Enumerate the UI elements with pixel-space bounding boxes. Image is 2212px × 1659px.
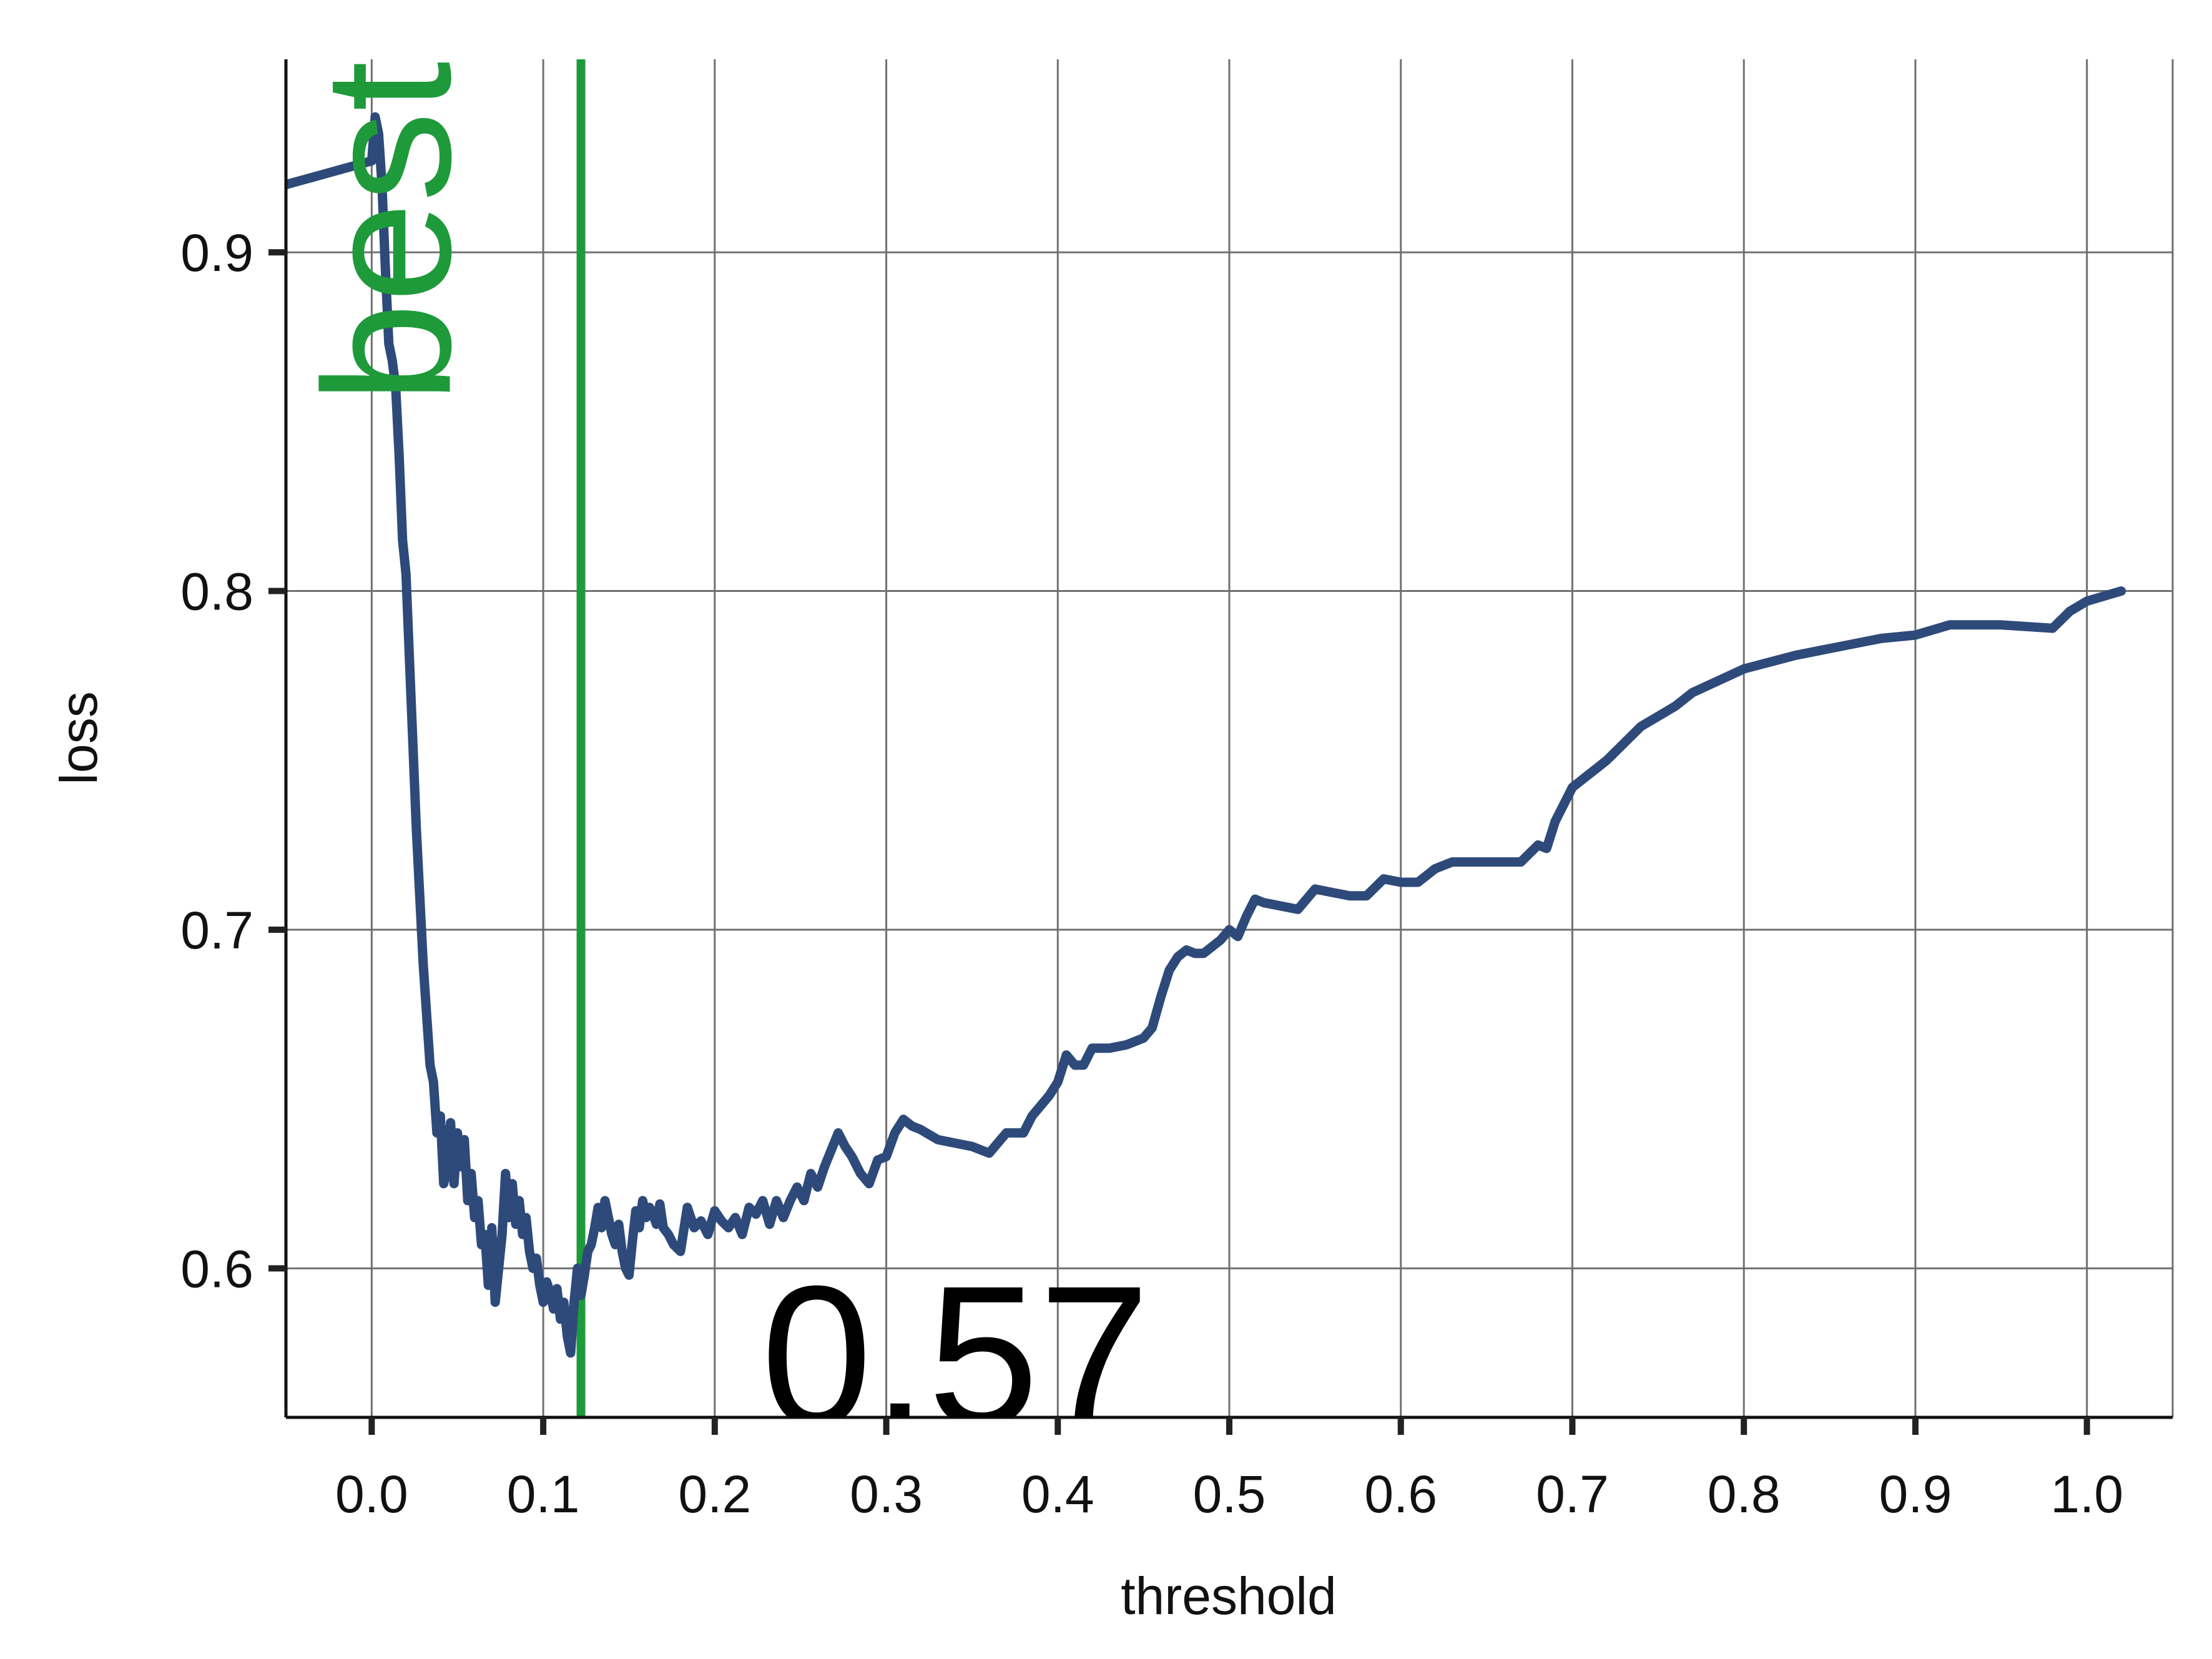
x-tick-label: 0.6 [1364,1465,1437,1524]
x-tick-label: 0.8 [1708,1465,1781,1524]
best-label: best [287,61,489,403]
ticks: 0.0 0.1 0.2 0.3 0.4 0.5 0.6 0.7 0.8 0.9 1.0 0.6 0.7 0… [180,224,2123,1524]
x-tick-label: 0.2 [678,1465,751,1524]
x-tick-label: 0.7 [1536,1465,1609,1524]
x-tick-label: 0.0 [335,1465,408,1524]
y-tick-label: 0.6 [180,1239,253,1298]
x-tick-label: 0.9 [1879,1465,1952,1524]
x-tick-label: 0.4 [1021,1465,1094,1524]
loss-series-line [286,112,2126,1358]
x-axis-title: threshold [1121,1567,1337,1625]
best-loss-value-label: 0.57 [761,1244,1150,1467]
y-axis-title: loss [49,691,108,784]
series-layer [286,112,2126,1358]
annotations: best 0.57 [287,61,1150,1467]
y-tick-label: 0.7 [180,901,253,960]
x-tick-label: 0.3 [850,1465,923,1524]
x-tick-label: 1.0 [2050,1465,2123,1524]
x-tick-label: 0.1 [507,1465,580,1524]
y-tick-label: 0.9 [180,224,253,282]
y-tick-label: 0.8 [180,563,253,621]
x-tick-label: 0.5 [1193,1465,1266,1524]
